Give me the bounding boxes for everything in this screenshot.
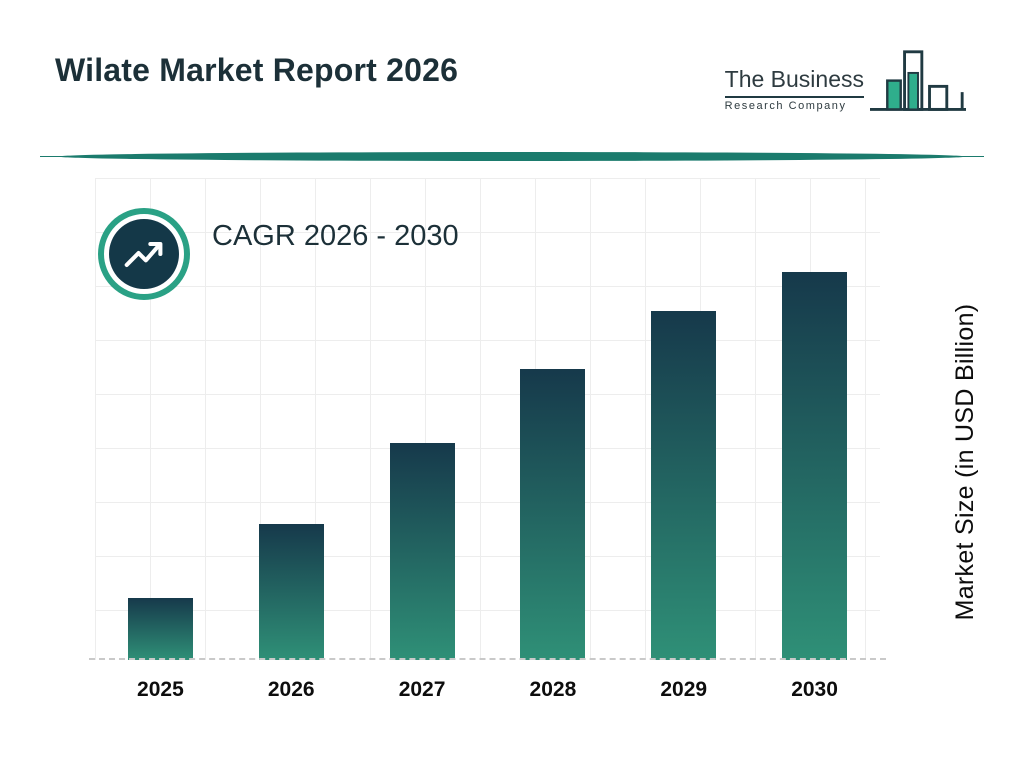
x-tick-label-2030: 2030 [791,678,838,701]
x-tick-label-2028: 2028 [529,678,577,701]
bar-slot-2028 [487,178,618,660]
x-axis-labels: 2025 2026 2027 2028 2029 2030 [95,678,880,702]
logo-text-line1: The Business [724,66,864,98]
header-divider [40,152,984,162]
cagr-badge [98,208,190,300]
bar-slot-2027 [357,178,488,660]
logo-text-line2: Research Company [724,100,847,112]
bar-2026 [258,524,324,660]
plot-area [89,178,886,660]
bar-2027 [389,443,455,660]
bar-slot-2029 [618,178,749,660]
x-tick-label-2026: 2026 [267,678,315,701]
bar-2029 [651,311,717,660]
bar-slot-2025 [95,178,226,660]
x-tick-label-2027: 2027 [398,678,446,701]
cagr-label: CAGR 2026 - 2030 [212,220,459,252]
x-axis-baseline [89,658,886,660]
company-logo: The Business Research Company [724,42,966,124]
x-tick-label-2029: 2029 [660,678,708,701]
divider-ellipse [58,152,966,161]
y-axis-label: Market Size (in USD Billion) [951,303,979,621]
bar-2028 [520,369,586,660]
page-title: Wilate Market Report 2026 [55,52,459,88]
x-tick-label-2025: 2025 [137,678,184,701]
logo-bar-chart-icon [870,50,966,111]
bar-slot-2026 [226,178,357,660]
bar-2025 [127,598,193,660]
trending-up-icon [109,219,179,289]
bar-2030 [782,272,848,660]
bar-slot-2030 [749,178,880,660]
logo-text: The Business Research Company [724,66,864,124]
